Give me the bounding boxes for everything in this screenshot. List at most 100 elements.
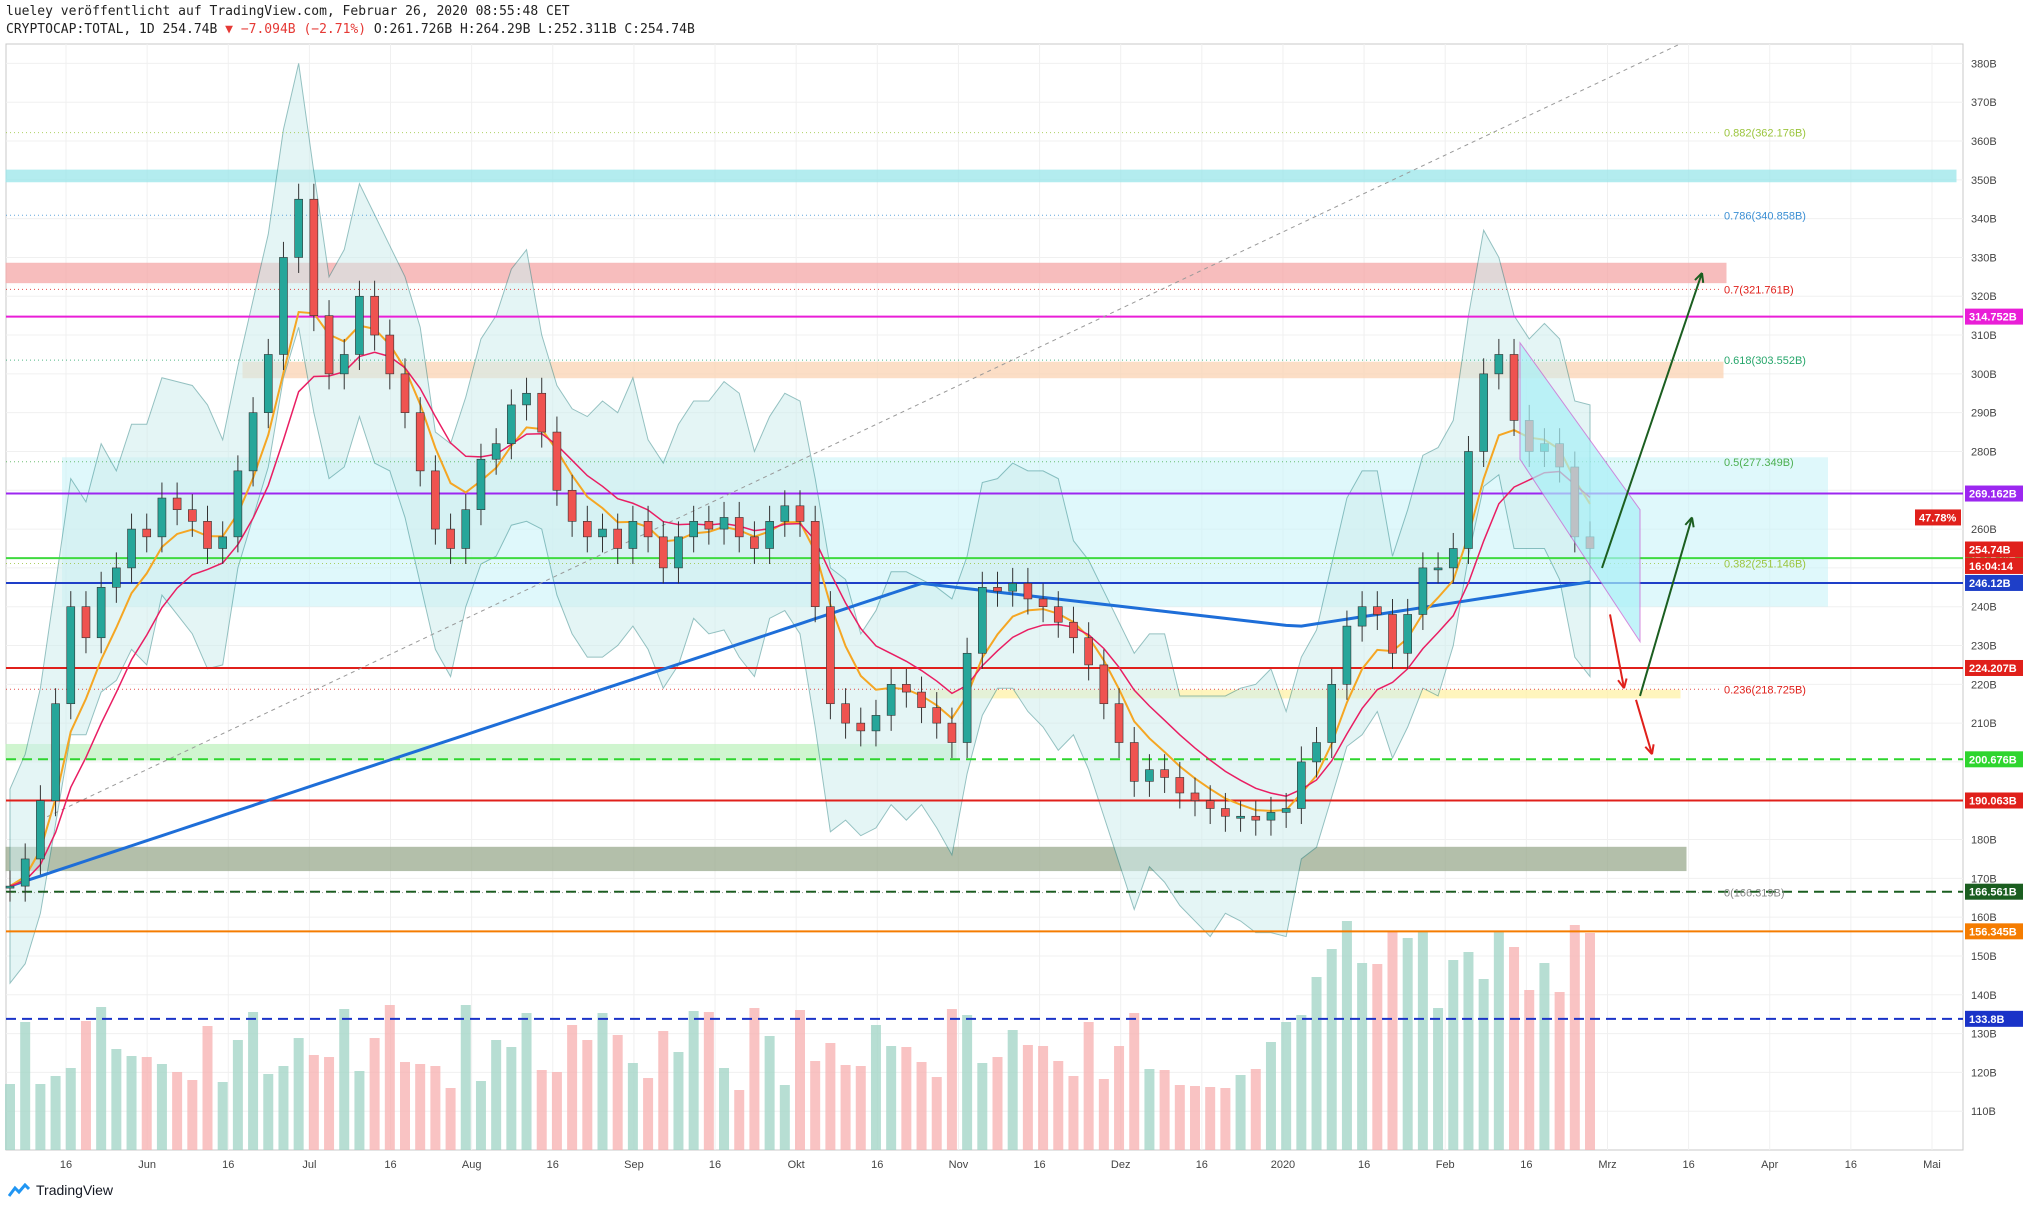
arrow-down-second-head (1644, 744, 1655, 755)
volume-bar (1068, 1076, 1079, 1150)
y-tick-label: 140B (1971, 990, 1997, 1002)
candle-body (1084, 637, 1093, 666)
candle-body (233, 470, 243, 538)
fib-level-label: 0.7(321.761B) (1724, 284, 1794, 296)
volume-bar (1022, 1045, 1033, 1150)
volume-bar (734, 1090, 745, 1150)
volume-bar (1402, 938, 1413, 1150)
fib-level-label: 0.236(218.725B) (1724, 684, 1806, 696)
candle-body (1312, 742, 1321, 763)
y-tick-label: 330B (1971, 252, 1997, 264)
x-tick-label: Sep (624, 1159, 644, 1171)
volume-bar (1235, 1075, 1246, 1150)
candle-body (415, 412, 425, 472)
candle-body (309, 198, 319, 316)
publisher-line: lueley veröffentlicht auf TradingView.co… (6, 4, 570, 19)
volume-bar (187, 1080, 198, 1150)
last-price: 254.74B (162, 22, 218, 37)
fib-level-label: 0.882(362.176B) (1724, 128, 1806, 140)
candle-body (1388, 614, 1397, 654)
volume-bar (916, 1062, 927, 1150)
volume-bar (931, 1077, 942, 1150)
candle-body (1069, 621, 1078, 639)
candle-body (355, 295, 364, 355)
candle-body (1433, 567, 1443, 571)
x-tick-label: 16 (222, 1159, 234, 1171)
level-price-label: 314.752B (1969, 312, 2017, 324)
candle-body (1297, 761, 1306, 809)
level-price-label: 246.12B (1969, 578, 2011, 590)
level-price-tag (1965, 485, 2023, 502)
candle-body (1023, 583, 1033, 600)
candle-body (674, 536, 683, 569)
volume-bar (1524, 990, 1535, 1150)
volume-bar (779, 1085, 790, 1150)
arrow-down-first-head (1617, 678, 1628, 689)
candle-body (1509, 354, 1519, 421)
volume-bar (1038, 1046, 1049, 1150)
volume-bar (870, 1025, 881, 1150)
zone-band (5, 846, 1687, 872)
volume-bar (810, 1061, 821, 1150)
volume-bar (35, 1084, 46, 1150)
volume-bar (354, 1071, 365, 1150)
candle-body (203, 521, 212, 549)
volume-bar (65, 1068, 76, 1150)
volume-bar (217, 1082, 228, 1150)
arrow-up-short-head (1684, 516, 1695, 528)
volume-bar (1098, 1079, 1109, 1150)
volume-bar (278, 1066, 289, 1150)
candle-body (1357, 606, 1367, 627)
volume-bar (1174, 1085, 1185, 1150)
current-price-tag (1915, 509, 1961, 526)
volume-bar (1478, 979, 1489, 1150)
x-tick-label: Nov (949, 1159, 969, 1171)
candle-body (598, 528, 607, 538)
x-tick-label: Jul (302, 1159, 316, 1171)
y-tick-label: 260B (1971, 524, 1997, 536)
volume-bar (551, 1072, 562, 1150)
level-price-label: 156.345B (1969, 926, 2017, 938)
volume-bar (445, 1088, 456, 1150)
level-price-label: 166.561B (1969, 887, 2017, 899)
current-price-label: 16:04:14 (1969, 561, 2014, 573)
arrow-down-second (1635, 699, 1653, 755)
candle-body (552, 431, 562, 491)
arrow-down-first (1609, 614, 1625, 689)
volume-bar (992, 1057, 1003, 1150)
volume-bar (977, 1063, 988, 1150)
y-tick-label: 220B (1971, 679, 1997, 691)
y-tick-label: 290B (1971, 408, 1997, 420)
y-tick-label: 340B (1971, 214, 1997, 226)
candle-body (628, 521, 638, 549)
y-tick-label: 350B (1971, 175, 1997, 187)
candle-body (385, 334, 395, 375)
volume-bar (1114, 1046, 1125, 1150)
fib-level-label: 0.5(277.349B) (1724, 457, 1794, 469)
current-price-tag (1965, 557, 2023, 574)
candle-body (780, 505, 790, 522)
volume-bar (1129, 1013, 1140, 1150)
candle-body (734, 517, 744, 538)
volume-bar (263, 1074, 274, 1150)
candle-body (658, 536, 668, 569)
volume-bar (1265, 1042, 1276, 1150)
candle-body (1251, 815, 1261, 821)
candle-body (294, 198, 303, 258)
volume-bar (96, 1007, 107, 1150)
volume-bar (415, 1064, 426, 1150)
trendline-diagonal (39, 43, 1681, 821)
volume-bar (80, 1021, 91, 1150)
volume-bar (400, 1062, 410, 1150)
volume-bar (673, 1052, 684, 1150)
volume-bar (1007, 1030, 1018, 1150)
volume-bar (1357, 963, 1368, 1150)
y-tick-label: 320B (1971, 291, 1997, 303)
volume-bar (825, 1043, 836, 1150)
price-change: ▼ −7.094B (−2.71%) (225, 22, 367, 37)
y-tick-label: 210B (1971, 718, 1997, 730)
fib-level-label: 0.786(340.858B) (1724, 210, 1806, 222)
arrow-up-short (1639, 517, 1693, 697)
y-tick-label: 280B (1971, 446, 1997, 458)
